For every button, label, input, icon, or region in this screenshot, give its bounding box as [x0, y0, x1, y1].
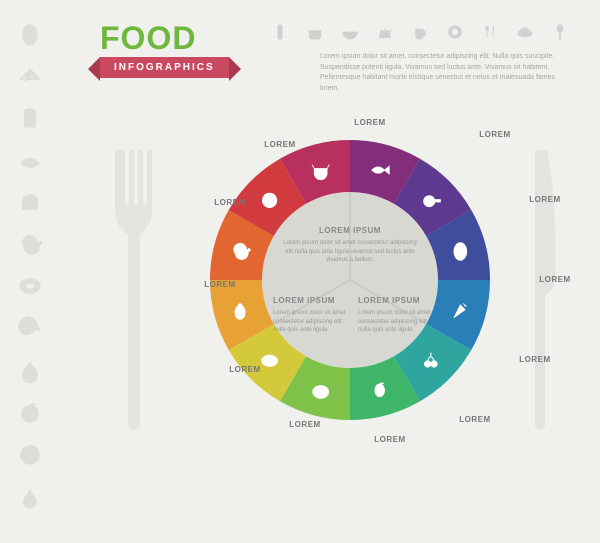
- sidebar-sausage-icon: [16, 146, 44, 174]
- top-cutlery-icon: [480, 22, 500, 42]
- fork-icon: [115, 150, 165, 430]
- center-bl-title: LOREM IPSUM: [273, 295, 348, 306]
- subtitle-ribbon: INFOGRAPHICS: [100, 57, 229, 81]
- top-kitchen-icons: [270, 22, 570, 42]
- intro-text: Lorem ipsum dolor sit amet, consectetur …: [320, 52, 570, 94]
- center-bl-block: LOREM IPSUM Lorem ipsum dolor sit amet c…: [273, 295, 348, 334]
- wheel-pumpkin-icon: [313, 386, 329, 399]
- sidebar-chicken-icon: [16, 230, 44, 258]
- wheel-label-5: LOREM: [365, 435, 415, 444]
- sidebar-garlic-icon: [16, 356, 44, 384]
- top-bottle-icon: [270, 22, 290, 42]
- top-kettle-icon: [375, 22, 395, 42]
- header: FOOD INFOGRAPHICS: [100, 20, 229, 81]
- wheel-label-0: LOREM: [470, 130, 520, 139]
- center-top-block: LOREM IPSUM Lorem ipsum dolor sit amet c…: [280, 225, 420, 264]
- food-wheel: LOREM IPSUM Lorem ipsum dolor sit amet c…: [210, 140, 490, 420]
- center-br-block: LOREM IPSUM Lorem ipsum dolor sit amet c…: [358, 295, 433, 334]
- sidebar-steak-icon: [16, 272, 44, 300]
- sidebar-egg-icon: [16, 20, 44, 48]
- sidebar-ham-icon: [16, 314, 44, 342]
- wheel-label-2: LOREM: [530, 275, 580, 284]
- subtitle-text: INFOGRAPHICS: [100, 57, 229, 78]
- wheel-label-8: LOREM: [195, 280, 245, 289]
- wheel-label-9: LOREM: [205, 198, 255, 207]
- center-bl-text: Lorem ipsum dolor sit amet consectetur a…: [273, 309, 348, 334]
- title: FOOD: [100, 20, 229, 57]
- center-br-title: LOREM IPSUM: [358, 295, 433, 306]
- wheel-label-7: LOREM: [220, 365, 270, 374]
- top-cup-icon: [410, 22, 430, 42]
- center-br-text: Lorem ipsum dolor sit amet consectetur a…: [358, 309, 433, 334]
- wheel-egg-icon: [454, 243, 467, 261]
- sidebar-can-icon: [16, 104, 44, 132]
- top-dish-icon: [515, 22, 535, 42]
- knife-icon: [525, 150, 565, 430]
- center-top-text: Lorem ipsum dolor sit amet consectetur a…: [280, 239, 420, 264]
- sidebar-cheese-icon: [16, 62, 44, 90]
- top-plate-icon: [445, 22, 465, 42]
- wheel-label-10: LOREM: [255, 140, 305, 149]
- wheel-label-11: LOREM: [345, 118, 395, 127]
- wheel-label-3: LOREM: [510, 355, 560, 364]
- top-pot-icon: [305, 22, 325, 42]
- wheel-label-6: LOREM: [280, 420, 330, 429]
- plate-area: LOREM IPSUM Lorem ipsum dolor sit amet c…: [130, 120, 560, 520]
- center-top-title: LOREM IPSUM: [280, 225, 420, 236]
- top-bowl-icon: [340, 22, 360, 42]
- sidebar-cabbage-icon: [16, 440, 44, 468]
- wheel-label-4: LOREM: [450, 415, 500, 424]
- sidebar-pear-icon: [16, 482, 44, 510]
- sidebar-peach-icon: [16, 398, 44, 426]
- wheel-svg: [210, 140, 490, 420]
- sidebar-bread-icon: [16, 188, 44, 216]
- wheel-pig-icon: [262, 193, 276, 207]
- wheel-label-1: LOREM: [520, 195, 570, 204]
- sidebar-food-icons: [0, 0, 60, 543]
- top-spoon-icon: [550, 22, 570, 42]
- main-area: FOOD INFOGRAPHICS Lorem ipsum dolor sit …: [60, 0, 600, 543]
